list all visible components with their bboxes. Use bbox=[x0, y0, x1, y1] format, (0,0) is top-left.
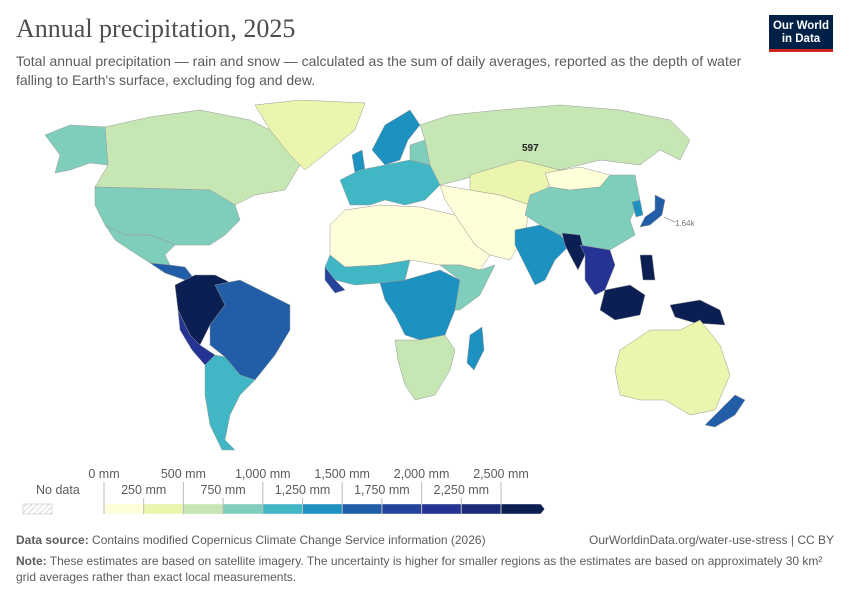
region-europe[interactable] bbox=[339, 159, 441, 206]
label-leader-line bbox=[663, 216, 676, 223]
label-japan: 1.64k bbox=[675, 219, 696, 228]
footer-note: Note: These estimates are based on satel… bbox=[16, 553, 831, 585]
region-alaska[interactable] bbox=[44, 124, 109, 174]
region-bangladesh-myanmar[interactable] bbox=[561, 232, 586, 271]
region-usa[interactable] bbox=[94, 186, 241, 246]
legend-tick-label: 2,500 mm bbox=[473, 467, 529, 481]
chart-title: Annual precipitation, 2025 bbox=[16, 14, 296, 43]
region-guinea-coast[interactable] bbox=[324, 266, 346, 294]
region-southeast-asia[interactable] bbox=[579, 244, 616, 296]
note-label: Note: bbox=[16, 554, 47, 568]
legend-tick-label: 750 mm bbox=[201, 483, 246, 497]
legend-bin[interactable] bbox=[421, 503, 462, 515]
chart-subtitle: Total annual precipitation — rain and sn… bbox=[16, 53, 742, 88]
region-madagascar[interactable] bbox=[466, 326, 485, 371]
region-greenland[interactable] bbox=[254, 99, 366, 171]
region-australia[interactable] bbox=[614, 319, 731, 416]
legend-tick-label: 1,750 mm bbox=[354, 483, 410, 497]
region-japan[interactable] bbox=[639, 194, 666, 228]
legend-bin[interactable] bbox=[381, 503, 422, 515]
region-east-africa[interactable] bbox=[439, 264, 496, 311]
legend-no-data-swatch[interactable] bbox=[22, 503, 53, 515]
owid-logo[interactable]: Our World in Data bbox=[769, 15, 833, 52]
region-central-america[interactable] bbox=[149, 262, 196, 281]
source-url-link[interactable]: OurWorldinData.org/water-use-stress | CC… bbox=[589, 533, 834, 547]
region-russia[interactable] bbox=[419, 104, 691, 186]
legend-tick-label: 1,000 mm bbox=[235, 467, 291, 481]
legend-bin[interactable] bbox=[103, 503, 144, 515]
legend-tick-label: 1,500 mm bbox=[314, 467, 370, 481]
region-india[interactable] bbox=[514, 224, 571, 286]
legend-bin[interactable] bbox=[302, 503, 343, 515]
region-scandinavia[interactable] bbox=[371, 109, 421, 166]
legend-tick-label: 2,250 mm bbox=[434, 483, 490, 497]
region-korea[interactable] bbox=[631, 199, 644, 218]
legend-tick-label: 0 mm bbox=[88, 467, 119, 481]
legend-bin[interactable] bbox=[500, 503, 545, 515]
color-legend: No data 0 mm 500 mm 1,000 mm 1,500 mm 2,000 … bbox=[22, 467, 545, 515]
region-indonesia[interactable] bbox=[599, 284, 646, 321]
legend-tick-label: 250 mm bbox=[121, 483, 166, 497]
note-text: These estimates are based on satellite i… bbox=[16, 554, 823, 584]
legend-bin[interactable] bbox=[342, 503, 383, 515]
region-philippines[interactable] bbox=[639, 254, 656, 281]
legend-tick-label: 500 mm bbox=[161, 467, 206, 481]
legend-bin[interactable] bbox=[262, 503, 303, 515]
region-southern-africa[interactable] bbox=[394, 334, 456, 401]
world-map[interactable]: 597 1.64k bbox=[0, 95, 850, 460]
source-text: Contains modified Copernicus Climate Cha… bbox=[92, 533, 486, 547]
legend-bin[interactable] bbox=[143, 503, 184, 515]
region-new-guinea[interactable] bbox=[669, 299, 726, 326]
footer-source: Data source: Contains modified Copernicu… bbox=[16, 533, 834, 547]
region-new-zealand[interactable] bbox=[704, 394, 746, 428]
source-label: Data source: bbox=[16, 533, 89, 547]
legend-tick-label: 1,250 mm bbox=[275, 483, 331, 497]
region-southern-south-america[interactable] bbox=[204, 354, 256, 451]
legend-bin[interactable] bbox=[461, 503, 502, 515]
region-mexico[interactable] bbox=[104, 224, 176, 266]
logo-line-2: in Data bbox=[781, 33, 821, 45]
legend-no-data-label: No data bbox=[36, 483, 80, 497]
legend-tick-label: 2,000 mm bbox=[394, 467, 450, 481]
legend-bin[interactable] bbox=[222, 503, 264, 515]
label-russia: 597 bbox=[522, 143, 539, 154]
logo-line-1: Our World bbox=[772, 20, 829, 32]
legend-bin[interactable] bbox=[183, 503, 224, 515]
